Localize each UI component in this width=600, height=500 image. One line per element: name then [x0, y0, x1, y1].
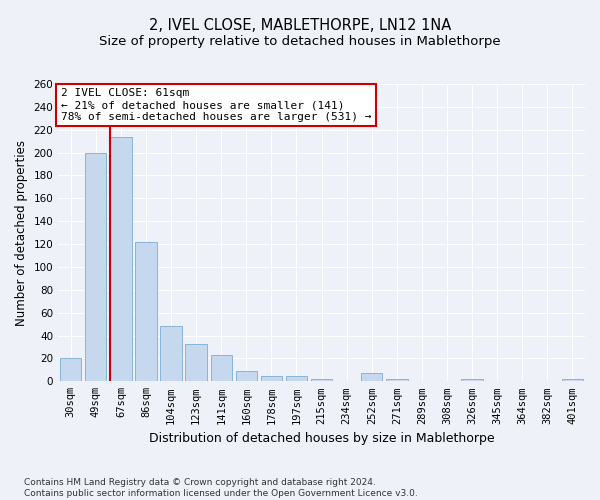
Text: Contains HM Land Registry data © Crown copyright and database right 2024.
Contai: Contains HM Land Registry data © Crown c…: [24, 478, 418, 498]
Bar: [60, 358, 82, 382]
X-axis label: Distribution of detached houses by size in Mablethorpe: Distribution of detached houses by size …: [149, 432, 494, 445]
Bar: [185, 344, 207, 382]
Text: Size of property relative to detached houses in Mablethorpe: Size of property relative to detached ho…: [99, 35, 501, 48]
Bar: [85, 152, 106, 382]
Bar: [236, 371, 257, 382]
Bar: [110, 136, 131, 382]
Bar: [562, 379, 583, 382]
Text: 2 IVEL CLOSE: 61sqm
← 21% of detached houses are smaller (141)
78% of semi-detac: 2 IVEL CLOSE: 61sqm ← 21% of detached ho…: [61, 88, 371, 122]
Bar: [160, 326, 182, 382]
Bar: [361, 374, 382, 382]
Bar: [286, 376, 307, 382]
Bar: [136, 242, 157, 382]
Bar: [461, 379, 483, 382]
Y-axis label: Number of detached properties: Number of detached properties: [15, 140, 28, 326]
Bar: [211, 355, 232, 382]
Text: 2, IVEL CLOSE, MABLETHORPE, LN12 1NA: 2, IVEL CLOSE, MABLETHORPE, LN12 1NA: [149, 18, 451, 32]
Bar: [311, 379, 332, 382]
Bar: [261, 376, 282, 382]
Bar: [386, 379, 407, 382]
